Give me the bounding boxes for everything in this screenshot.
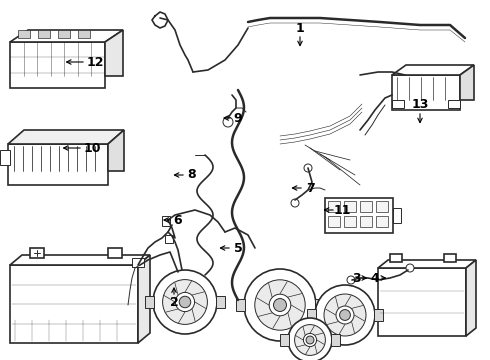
- Text: 7: 7: [306, 181, 315, 194]
- Circle shape: [406, 264, 414, 272]
- Bar: [328, 216, 340, 227]
- Text: 10: 10: [83, 141, 101, 154]
- Circle shape: [294, 325, 325, 355]
- Circle shape: [336, 306, 354, 324]
- Polygon shape: [10, 30, 123, 42]
- Bar: [360, 201, 372, 212]
- Text: 4: 4: [370, 271, 379, 284]
- Bar: [444, 254, 456, 262]
- Bar: [216, 296, 225, 308]
- Bar: [448, 100, 460, 108]
- Circle shape: [304, 164, 312, 172]
- Text: 8: 8: [188, 168, 196, 181]
- Text: 9: 9: [234, 112, 243, 125]
- Bar: [108, 248, 122, 258]
- Bar: [10, 42, 105, 88]
- Bar: [162, 216, 170, 226]
- Bar: [360, 216, 372, 227]
- Text: 5: 5: [234, 242, 243, 255]
- Bar: [30, 248, 44, 258]
- Text: 6: 6: [173, 213, 182, 226]
- Circle shape: [153, 270, 217, 334]
- Circle shape: [306, 336, 314, 344]
- Bar: [236, 299, 245, 311]
- Bar: [145, 296, 154, 308]
- Text: 11: 11: [333, 203, 351, 216]
- Polygon shape: [460, 65, 474, 100]
- Bar: [38, 30, 50, 38]
- Bar: [374, 309, 383, 321]
- Bar: [307, 309, 316, 321]
- Text: 12: 12: [86, 55, 104, 68]
- Text: 13: 13: [411, 99, 429, 112]
- Bar: [280, 334, 289, 346]
- Circle shape: [340, 310, 350, 320]
- Bar: [78, 30, 90, 38]
- Bar: [376, 216, 388, 227]
- Bar: [331, 334, 340, 346]
- Text: 1: 1: [295, 22, 304, 35]
- Bar: [58, 30, 70, 38]
- Circle shape: [269, 294, 291, 316]
- Polygon shape: [392, 65, 474, 75]
- Circle shape: [347, 276, 355, 284]
- Bar: [376, 201, 388, 212]
- Circle shape: [175, 292, 195, 312]
- Polygon shape: [466, 260, 476, 336]
- Polygon shape: [138, 255, 150, 343]
- Polygon shape: [10, 255, 150, 265]
- Circle shape: [163, 280, 207, 324]
- Polygon shape: [8, 130, 124, 144]
- Bar: [10, 265, 138, 343]
- Text: 3: 3: [352, 271, 360, 284]
- Circle shape: [255, 280, 305, 330]
- Bar: [8, 144, 108, 185]
- Polygon shape: [108, 130, 124, 171]
- Circle shape: [179, 296, 191, 308]
- Circle shape: [315, 285, 375, 345]
- Bar: [392, 100, 404, 108]
- Text: 2: 2: [170, 296, 178, 309]
- Bar: [18, 30, 30, 38]
- Bar: [328, 201, 340, 212]
- Bar: [315, 299, 324, 311]
- Bar: [344, 216, 356, 227]
- Bar: [344, 201, 356, 212]
- Circle shape: [244, 269, 316, 341]
- Bar: [325, 198, 393, 233]
- Bar: [392, 75, 460, 110]
- Bar: [165, 235, 173, 243]
- Bar: [378, 268, 466, 336]
- Polygon shape: [105, 30, 123, 76]
- Bar: [393, 208, 401, 223]
- Circle shape: [291, 199, 299, 207]
- Circle shape: [288, 318, 332, 360]
- Bar: [390, 254, 402, 262]
- Circle shape: [324, 294, 366, 336]
- Circle shape: [273, 298, 287, 311]
- Circle shape: [223, 117, 233, 127]
- Polygon shape: [378, 260, 476, 268]
- Bar: [0, 150, 10, 165]
- Circle shape: [303, 333, 317, 347]
- Bar: [132, 258, 144, 267]
